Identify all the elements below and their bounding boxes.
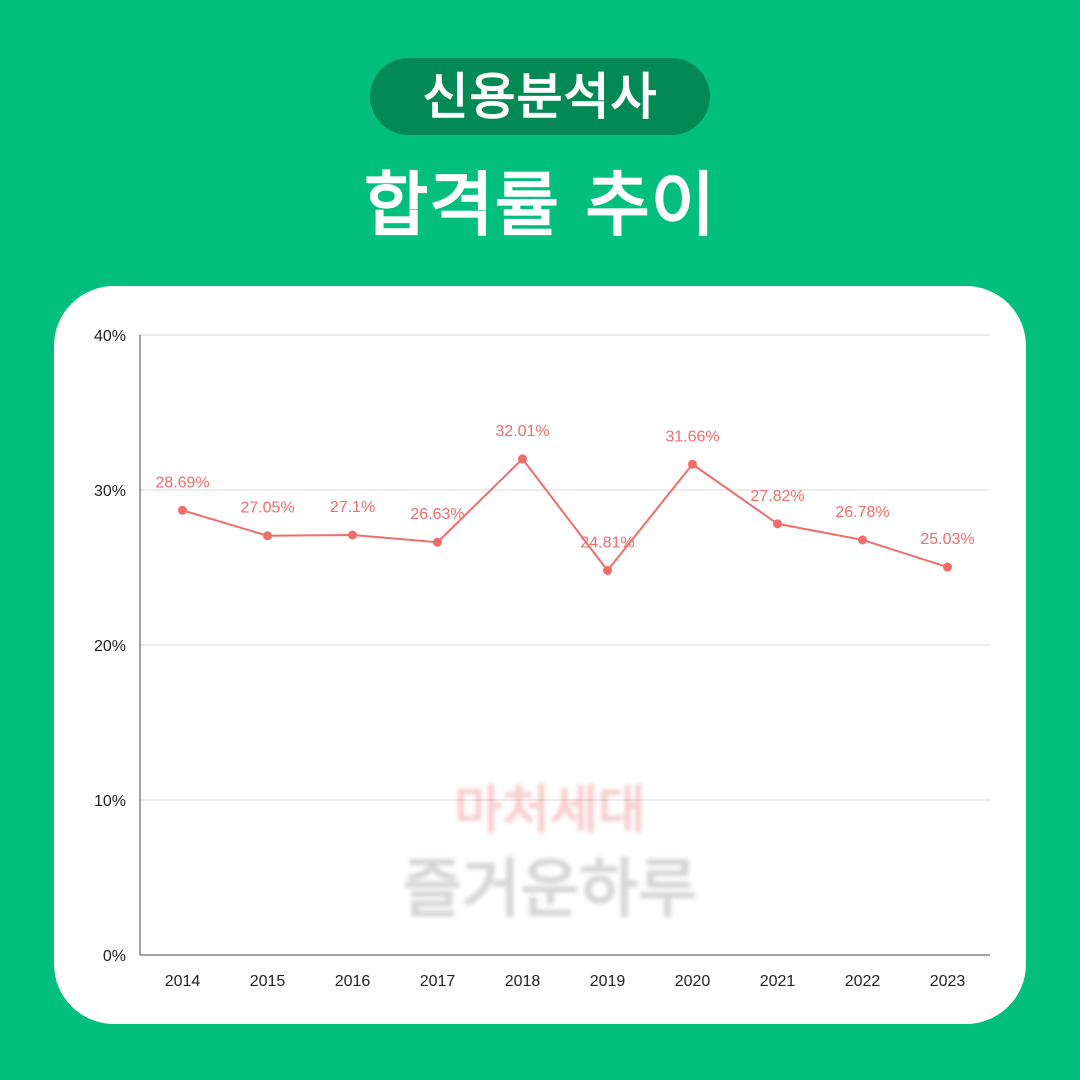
data-label: 32.01%: [495, 423, 549, 440]
x-tick-label: 2022: [845, 973, 881, 990]
data-label: 27.05%: [240, 500, 294, 517]
x-tick-label: 2014: [165, 973, 201, 990]
page-title: 합격률 추이: [363, 164, 717, 246]
data-label: 26.63%: [410, 506, 464, 523]
y-tick-label: 40%: [94, 328, 126, 345]
badge-label: 신용분석사: [422, 67, 658, 126]
data-label: 24.81%: [580, 534, 634, 551]
data-label: 31.66%: [665, 428, 719, 445]
y-tick-label: 20%: [94, 638, 126, 655]
data-point: [178, 505, 187, 515]
y-tick-label: 10%: [94, 793, 126, 810]
data-point: [858, 535, 867, 545]
data-label: 26.78%: [835, 504, 889, 521]
data-point: [603, 565, 612, 575]
x-tick-label: 2015: [250, 973, 286, 990]
data-label: 27.1%: [330, 499, 375, 516]
data-point: [263, 531, 272, 541]
x-tick-label: 2018: [505, 973, 541, 990]
x-tick-label: 2016: [335, 973, 371, 990]
y-tick-label: 30%: [94, 483, 126, 500]
x-tick-label: 2020: [675, 973, 711, 990]
data-label: 25.03%: [920, 531, 974, 548]
x-tick-label: 2023: [930, 973, 966, 990]
x-tick-label: 2017: [420, 973, 456, 990]
title-badge: 신용분석사: [370, 58, 710, 135]
data-point: [943, 562, 952, 572]
line-chart: 0% 10% 20% 30% 40% 2014 2015 2016 2017 2018 2019 20…: [94, 328, 990, 990]
data-point: [518, 454, 527, 464]
data-point: [688, 459, 697, 469]
x-tick-label: 2021: [760, 973, 796, 990]
data-point: [348, 530, 357, 540]
chart-card: 0% 10% 20% 30% 40% 2014 2015 2016 2017 2018 2019 20…: [54, 286, 1026, 1024]
data-label: 27.82%: [750, 488, 804, 505]
data-label: 28.69%: [155, 474, 209, 491]
y-tick-label: 0%: [103, 948, 126, 965]
data-point: [433, 537, 442, 547]
x-tick-label: 2019: [590, 973, 626, 990]
series-line: [182, 457, 948, 573]
data-point: [773, 519, 782, 529]
